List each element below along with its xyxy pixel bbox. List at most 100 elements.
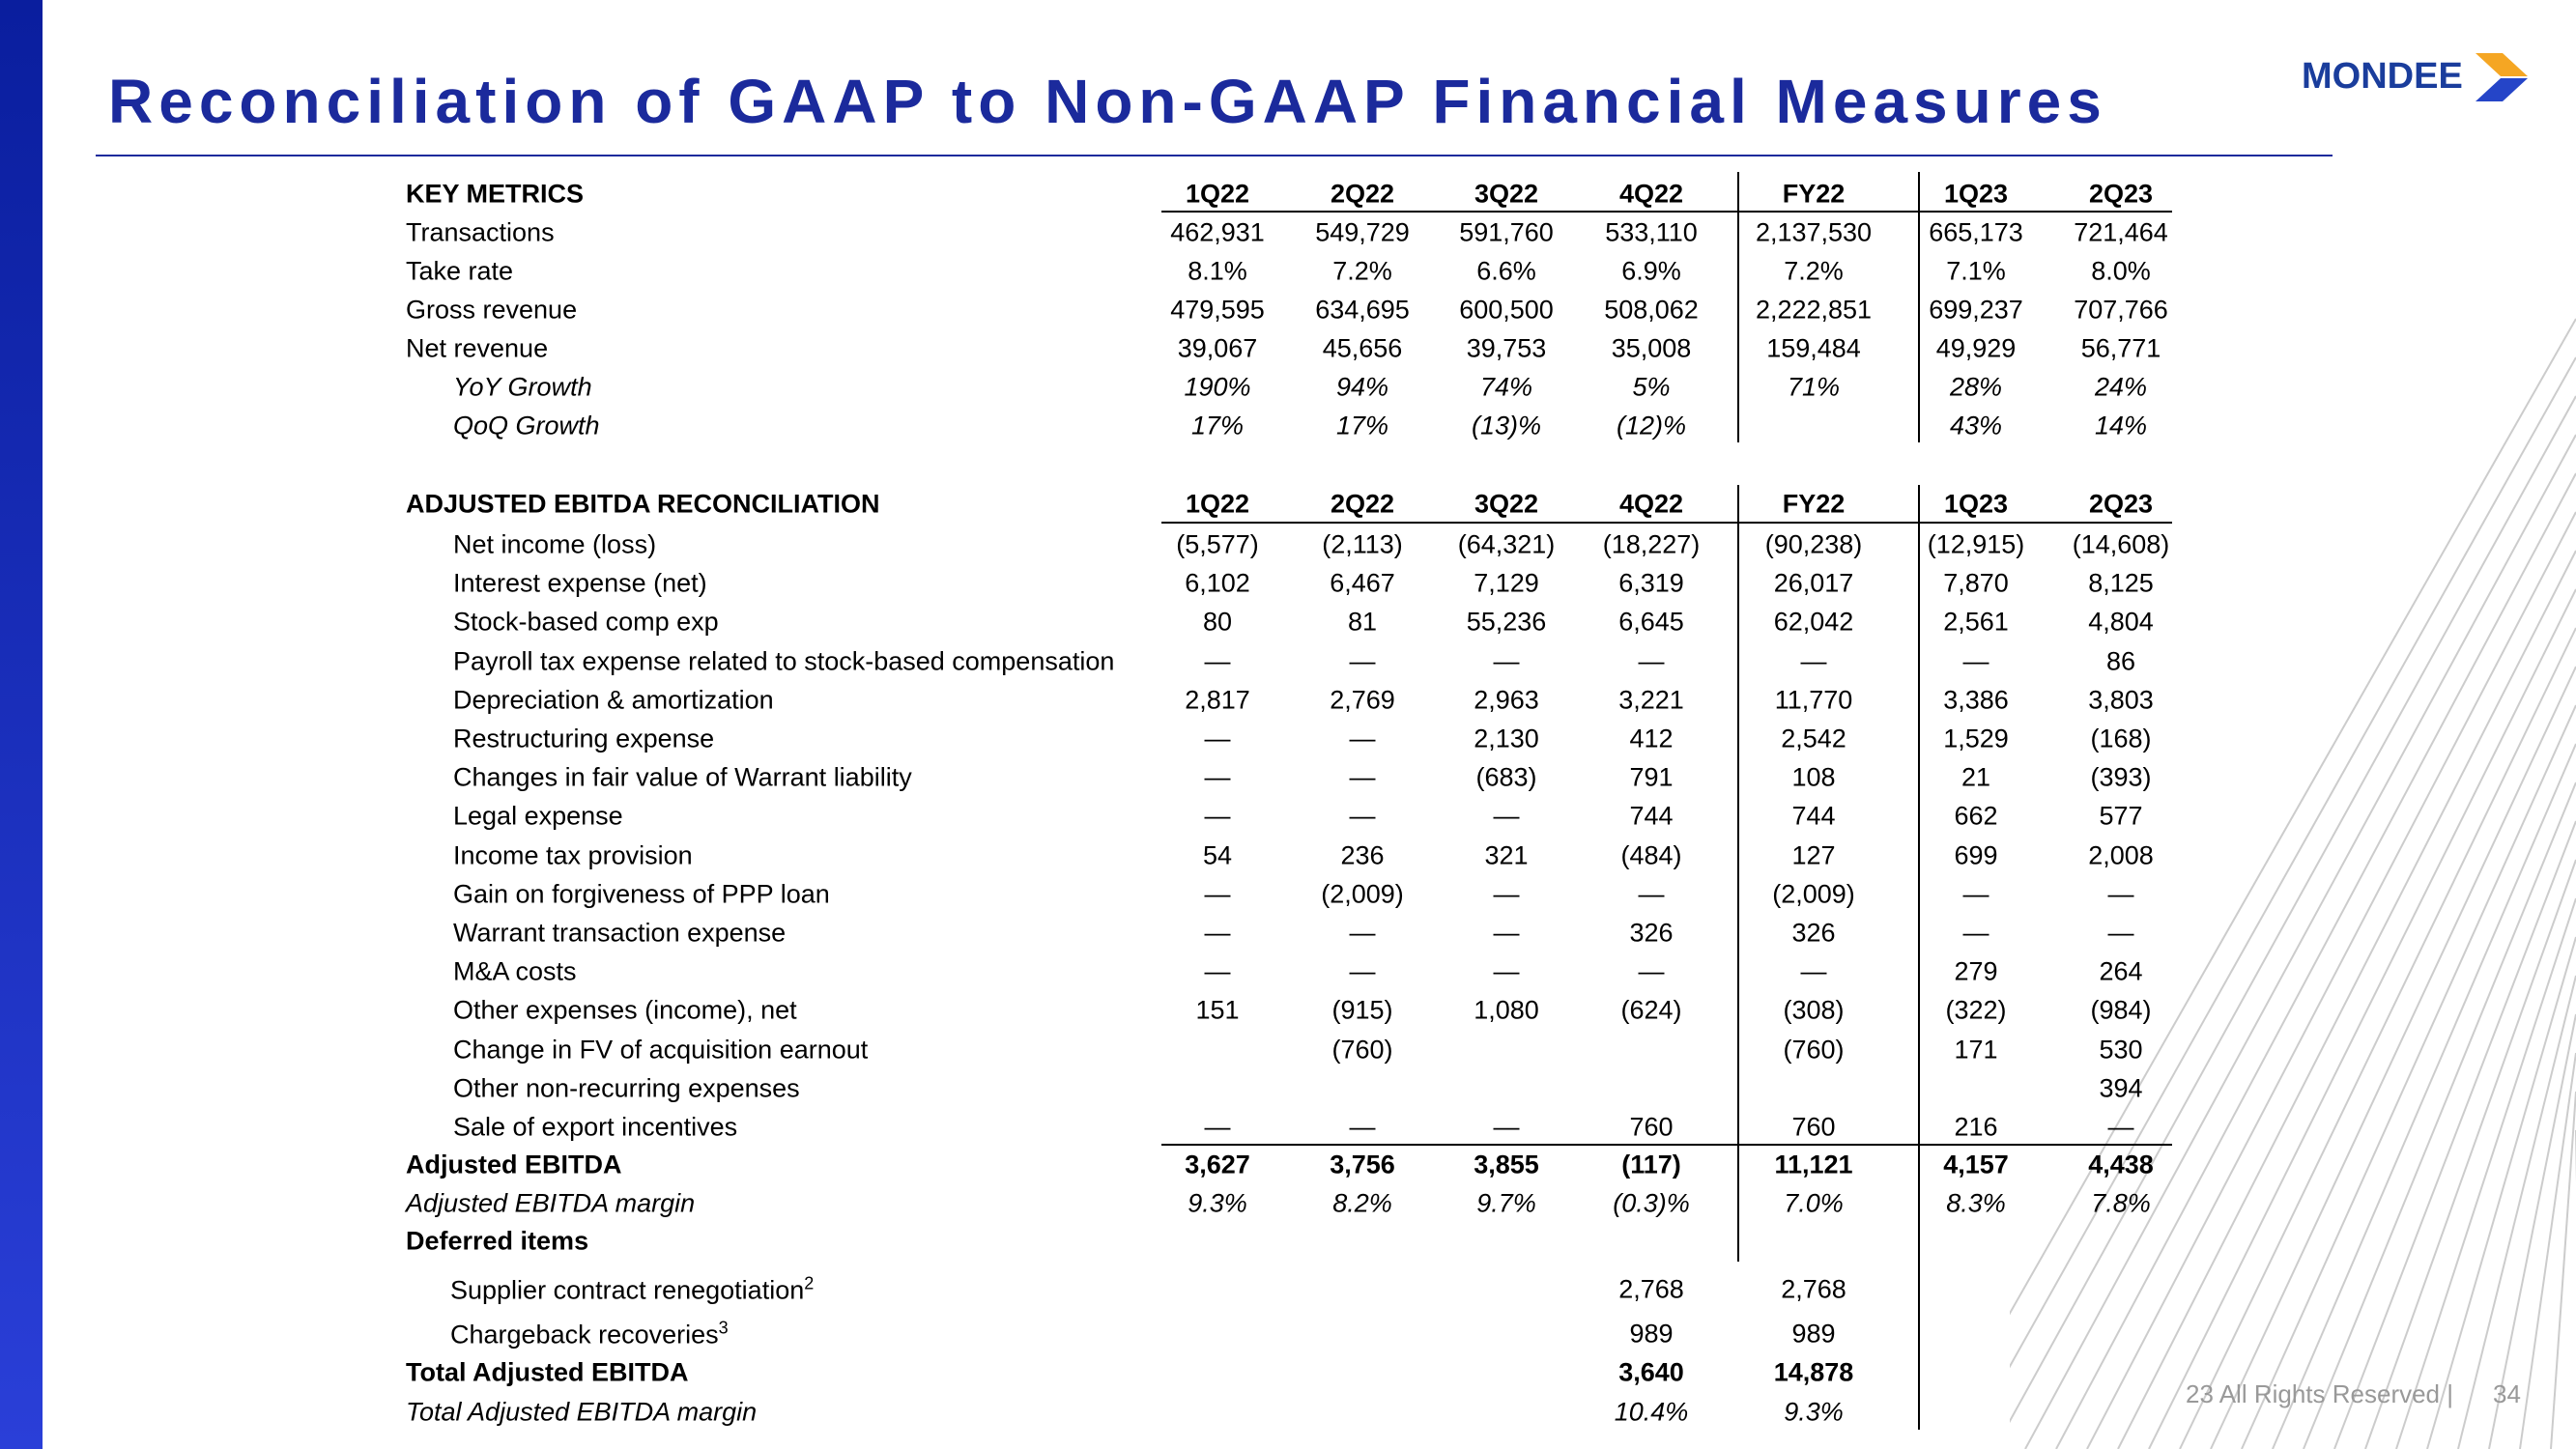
row-label: Transactions: [406, 217, 555, 247]
row-label: Change in FV of acquisition earnout: [453, 1035, 869, 1065]
cell-value: —: [1800, 646, 1827, 676]
decor-line: [2055, 472, 2576, 1449]
table-rule: [1161, 211, 2172, 213]
cell-value: 7.8%: [2091, 1188, 2151, 1218]
cell-value: —: [1204, 762, 1231, 792]
cell-value: 462,931: [1170, 217, 1265, 247]
cell-value: 760: [1791, 1112, 1836, 1142]
cell-value: (5,577): [1176, 529, 1259, 559]
cell-value: (393): [2090, 762, 2152, 792]
cell-value: —: [1349, 801, 1376, 831]
cell-value: —: [2107, 1112, 2134, 1142]
cell-value: 7.0%: [1784, 1188, 1844, 1218]
cell-value: (14,608): [2072, 529, 2170, 559]
cell-value: 3,756: [1330, 1150, 1395, 1179]
column-header: FY22: [1782, 489, 1846, 519]
column-header: 2Q22: [1330, 489, 1395, 519]
cell-value: 3,803: [2088, 685, 2154, 715]
cell-value: (2,009): [1321, 879, 1404, 909]
logo-mark: [2476, 53, 2528, 101]
cell-value: 7,870: [1943, 568, 2009, 598]
cell-value: 127: [1791, 840, 1836, 870]
cell-value: 279: [1954, 956, 1998, 986]
cell-value: 2,130: [1474, 724, 1539, 753]
decor-line: [2179, 627, 2576, 1449]
row-label: Depreciation & amortization: [453, 685, 774, 715]
column-header: FY22: [1782, 179, 1846, 209]
decor-line: [2364, 859, 2576, 1449]
column-header: 4Q22: [1618, 179, 1684, 209]
row-label: Restructuring expense: [453, 724, 715, 753]
cell-value: 9.3%: [1188, 1188, 1247, 1218]
decor-line: [2550, 1091, 2576, 1449]
column-header: 4Q22: [1618, 489, 1684, 519]
cell-value: (2,009): [1772, 879, 1855, 909]
cell-value: 2,008: [2088, 840, 2154, 870]
cell-value: —: [1962, 918, 1989, 948]
column-header: 2Q23: [2088, 179, 2154, 209]
row-label: Income tax provision: [453, 840, 693, 870]
decor-line: [2010, 395, 2576, 1424]
row-label: Warrant transaction expense: [453, 918, 787, 948]
cell-value: —: [2107, 879, 2134, 909]
cell-value: 264: [2099, 956, 2143, 986]
cell-value: —: [1493, 879, 1520, 909]
cell-value: 533,110: [1605, 217, 1698, 247]
cell-value: 6,102: [1185, 568, 1250, 598]
footer-rights: 23 All Rights Reserved |: [2186, 1379, 2453, 1408]
cell-value: 6,645: [1618, 607, 1684, 637]
cell-value: 8.2%: [1332, 1188, 1392, 1218]
cell-value: —: [1204, 724, 1231, 753]
cell-value: 530: [2099, 1035, 2143, 1065]
cell-value: (760): [1331, 1035, 1393, 1065]
cell-value: 8.1%: [1188, 256, 1247, 286]
cell-value: 721,464: [2074, 217, 2168, 247]
cell-value: —: [1204, 879, 1231, 909]
slide-title: Reconciliation of GAAP to Non-GAAP Finan…: [108, 67, 2107, 136]
cell-value: 2,963: [1474, 685, 1539, 715]
cell-value: —: [1962, 646, 1989, 676]
cell-value: 39,067: [1177, 333, 1258, 363]
cell-value: 7,129: [1474, 568, 1539, 598]
cell-value: —: [1204, 918, 1231, 948]
cell-value: 1,529: [1943, 724, 2009, 753]
cell-value: 549,729: [1315, 217, 1410, 247]
cell-value: 3,221: [1618, 685, 1684, 715]
cell-value: —: [1204, 646, 1231, 676]
table-heading: KEY METRICS: [406, 179, 585, 209]
row-label: YoY Growth: [453, 372, 592, 402]
cell-value: (13)%: [1471, 411, 1542, 440]
row-label: Payroll tax expense related to stock-bas…: [453, 646, 1115, 676]
decor-line: [2086, 511, 2576, 1449]
cell-value: 7.2%: [1784, 256, 1844, 286]
cell-value: 7.1%: [1946, 256, 2006, 286]
cell-value: 1,080: [1474, 995, 1539, 1025]
cell-value: 159,484: [1766, 333, 1861, 363]
cell-value: 86: [2105, 646, 2136, 676]
row-label: Changes in fair value of Warrant liabili…: [453, 762, 912, 792]
cell-value: 699: [1954, 840, 1998, 870]
row-label: Total Adjusted EBITDA: [406, 1357, 689, 1387]
cell-value: 6.9%: [1621, 256, 1681, 286]
cell-value: —: [1800, 956, 1827, 986]
cell-value: 6.6%: [1476, 256, 1536, 286]
cell-value: —: [1349, 918, 1376, 948]
cell-value: 4,157: [1943, 1150, 2009, 1179]
cell-value: 14%: [2094, 411, 2148, 440]
cell-value: 21: [1961, 762, 1991, 792]
cell-value: (760): [1783, 1035, 1845, 1065]
decor-line: [2395, 897, 2576, 1449]
row-label: Supplier contract renegotiation2: [450, 1273, 815, 1305]
decor-line: [2241, 704, 2576, 1449]
cell-value: 600,500: [1459, 295, 1554, 325]
row-label: Stock-based comp exp: [453, 607, 719, 637]
footnote-mark: 3: [718, 1318, 729, 1338]
cell-value: (117): [1621, 1150, 1681, 1179]
column-header: 2Q23: [2088, 489, 2154, 519]
column-divider: [1918, 485, 1920, 1430]
column-header: 3Q22: [1474, 489, 1539, 519]
decor-line: [2333, 820, 2576, 1449]
cell-value: (624): [1620, 995, 1682, 1025]
cell-value: 9.3%: [1784, 1397, 1844, 1427]
cell-value: —: [1349, 762, 1376, 792]
